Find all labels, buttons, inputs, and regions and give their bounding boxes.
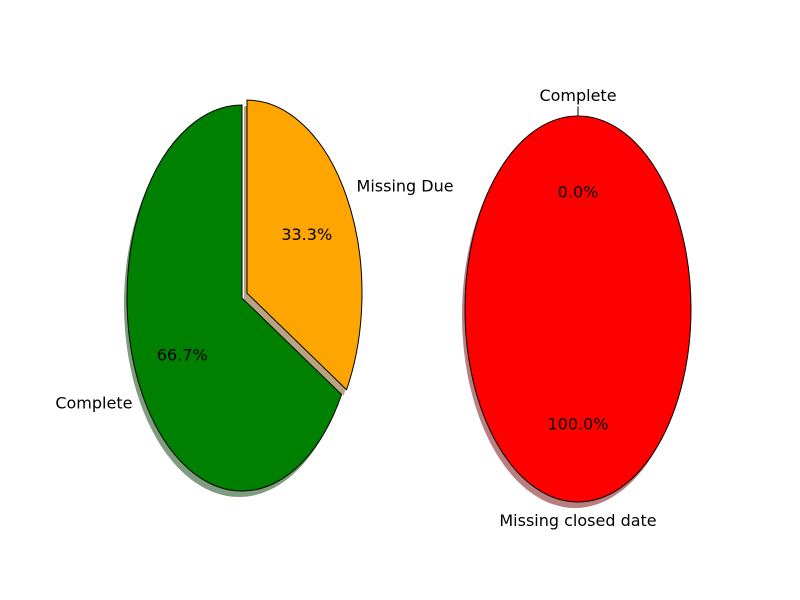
slice-percent-missing-due: 33.3% (281, 225, 332, 244)
slice-percent-complete: 0.0% (558, 183, 599, 202)
slice-complete (126, 104, 343, 492)
slice-label-missing-closed-date: Missing closed date (499, 511, 656, 530)
slice-label-missing-due: Missing Due (357, 177, 454, 196)
slice-label-complete: Complete (55, 394, 132, 413)
slice-percent-complete: 66.7% (157, 345, 208, 364)
slice-label-complete: Complete (539, 86, 616, 105)
slice-percent-missing-closed-date: 100.0% (547, 414, 608, 433)
pie-chart-right: Complete 0.0% Missing closed date 100.0% (462, 86, 692, 530)
slice-missing-due (246, 99, 363, 391)
pie-chart-left: Complete 66.7% Missing Due 33.3% (55, 99, 454, 497)
slice-missing-closed-date (464, 115, 692, 503)
